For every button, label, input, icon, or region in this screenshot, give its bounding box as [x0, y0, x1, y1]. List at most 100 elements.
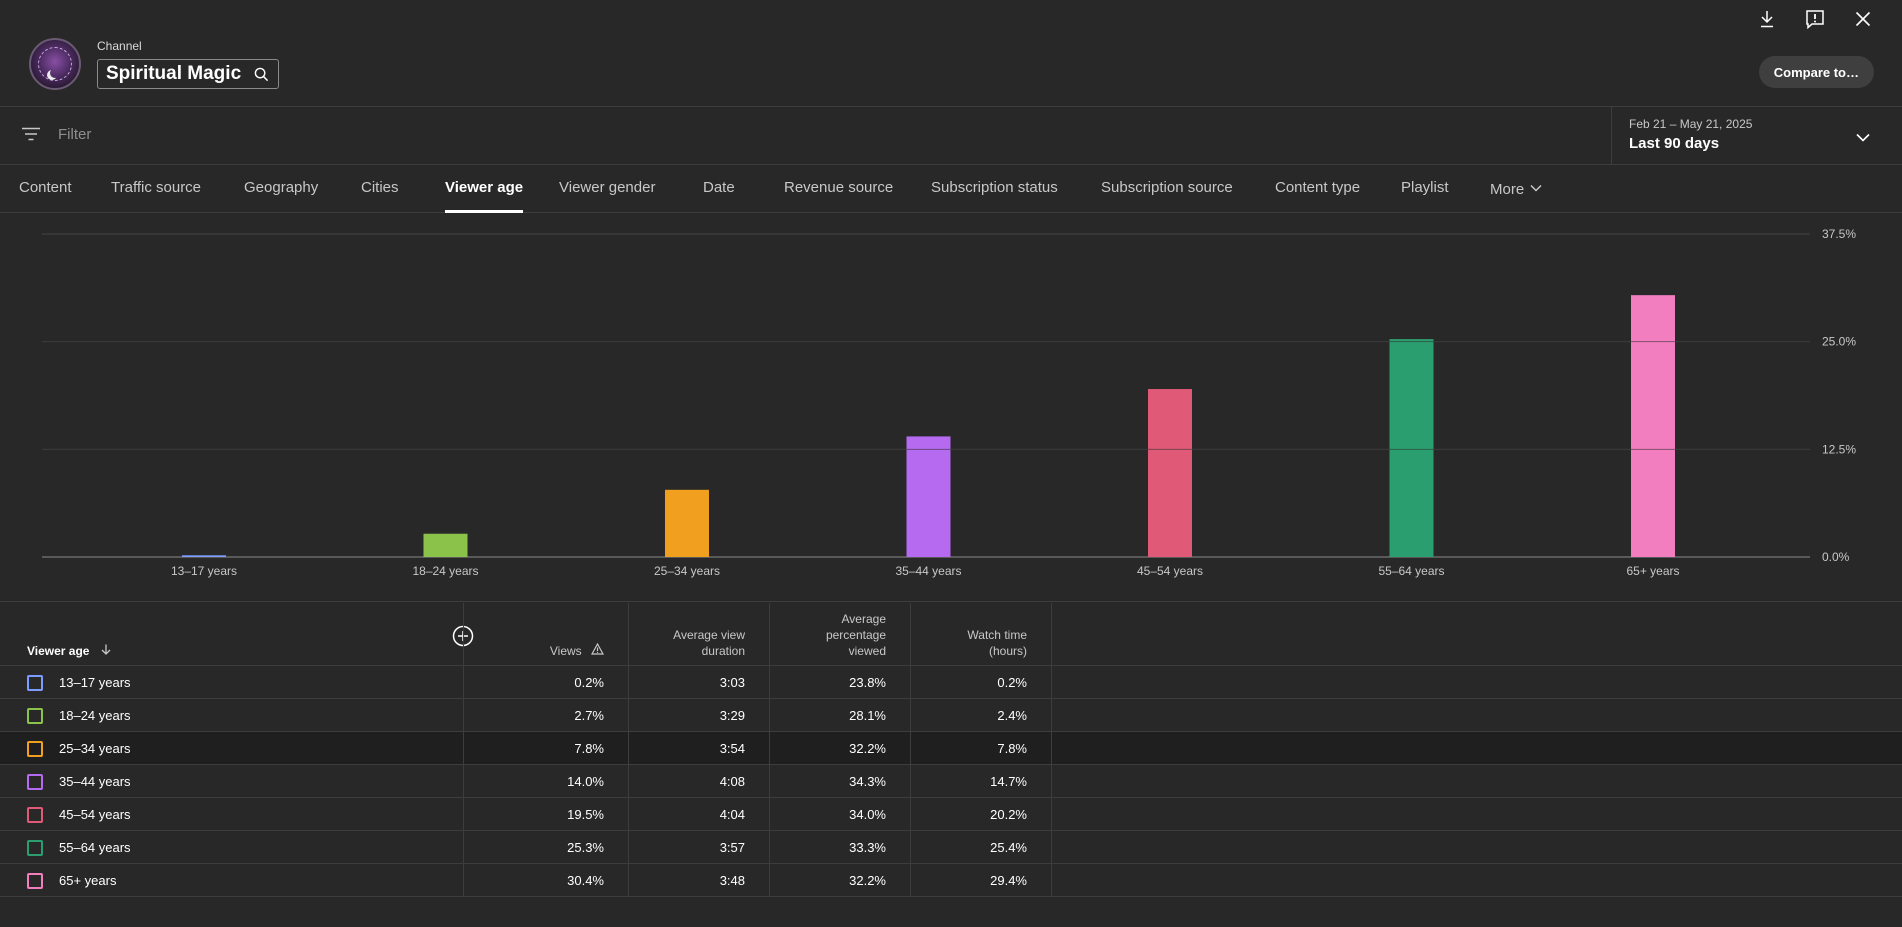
- channel-name: Spiritual Magic: [106, 63, 242, 84]
- channel-label: Channel: [97, 39, 142, 53]
- cell-pct: 33.3%: [849, 840, 886, 855]
- table-row[interactable]: 13–17 years 0.2% 3:03 23.8% 0.2%: [0, 666, 1902, 699]
- cell-pct: 34.0%: [849, 807, 886, 822]
- channel-selector[interactable]: Spiritual Magic: [97, 59, 279, 89]
- cell-views: 30.4%: [567, 873, 604, 888]
- header-average-view-duration[interactable]: Average view duration: [673, 627, 745, 659]
- avatar-moon-decoration: [50, 68, 60, 78]
- row-checkbox[interactable]: [27, 807, 43, 823]
- table-row[interactable]: 18–24 years 2.7% 3:29 28.1% 2.4%: [0, 699, 1902, 732]
- cell-pct: 28.1%: [849, 708, 886, 723]
- row-checkbox[interactable]: [27, 675, 43, 691]
- x-tick-label: 35–44 years: [895, 564, 961, 578]
- cell-pct: 34.3%: [849, 774, 886, 789]
- row-label: 55–64 years: [59, 840, 131, 855]
- table-row[interactable]: 25–34 years 7.8% 3:54 32.2% 7.8%: [0, 732, 1902, 765]
- tab-more[interactable]: More: [1490, 179, 1542, 213]
- bar: [665, 489, 709, 557]
- row-checkbox[interactable]: [27, 741, 43, 757]
- header-viewer-age-label: Viewer age: [27, 644, 90, 658]
- table-row[interactable]: 35–44 years 14.0% 4:08 34.3% 14.7%: [0, 765, 1902, 798]
- tab-content[interactable]: Content: [19, 179, 72, 196]
- tab-playlist[interactable]: Playlist: [1401, 179, 1449, 196]
- avatar-ring-decoration: [38, 47, 72, 81]
- header-viewer-age[interactable]: Viewer age: [27, 643, 111, 659]
- sort-arrow-down-icon: [101, 644, 111, 658]
- cell-duration: 3:57: [719, 840, 745, 855]
- top-actions: [1756, 8, 1874, 30]
- tab-content-type[interactable]: Content type: [1275, 179, 1361, 196]
- table-row[interactable]: 65+ years 30.4% 3:48 32.2% 29.4%: [0, 864, 1902, 897]
- close-icon[interactable]: [1852, 8, 1874, 30]
- download-icon[interactable]: [1756, 8, 1778, 30]
- feedback-icon[interactable]: [1804, 8, 1826, 30]
- row-checkbox[interactable]: [27, 873, 43, 889]
- bar: [1148, 389, 1192, 557]
- compare-button[interactable]: Compare to…: [1758, 56, 1874, 88]
- header-line: duration: [701, 644, 745, 658]
- tab-more-label: More: [1490, 181, 1525, 198]
- tab-subscription-status[interactable]: Subscription status: [931, 179, 1058, 196]
- tab-viewer-age[interactable]: Viewer age: [445, 179, 524, 213]
- row-checkbox[interactable]: [27, 774, 43, 790]
- search-icon[interactable]: [254, 67, 269, 87]
- table-row[interactable]: 55–64 years 25.3% 3:57 33.3% 25.4%: [0, 831, 1902, 864]
- row-label: 45–54 years: [59, 807, 131, 822]
- data-table: Viewer age Views Average view duration A…: [0, 603, 1902, 897]
- cell-duration: 3:03: [719, 675, 745, 690]
- dimension-tabs: Content Traffic source Geography Cities …: [0, 165, 1902, 213]
- header-line: viewed: [848, 644, 886, 658]
- column-divider: [628, 603, 629, 897]
- viewer-age-chart: 0.0% 12.5% 25.0% 37.5% 13–17 years 18–24 year…: [0, 214, 1902, 602]
- cell-duration: 4:04: [719, 807, 745, 822]
- tab-date[interactable]: Date: [703, 179, 735, 196]
- date-range-selector[interactable]: Feb 21 – May 21, 2025 Last 90 days: [1611, 107, 1902, 165]
- row-label: 25–34 years: [59, 741, 131, 756]
- chevron-down-icon: [1856, 129, 1870, 147]
- cell-views: 0.2%: [574, 675, 604, 690]
- x-tick-label: 25–34 years: [654, 564, 720, 578]
- tab-viewer-gender[interactable]: Viewer gender: [559, 179, 656, 196]
- cell-pct: 23.8%: [849, 675, 886, 690]
- chevron-down-icon: [1530, 179, 1542, 196]
- bar: [906, 436, 951, 557]
- row-label: 13–17 years: [59, 675, 131, 690]
- x-tick-label: 18–24 years: [412, 564, 478, 578]
- header-watch-time[interactable]: Watch time (hours): [967, 627, 1027, 659]
- date-range-label: Last 90 days: [1629, 135, 1720, 152]
- cell-duration: 3:29: [719, 708, 745, 723]
- channel-avatar[interactable]: [29, 38, 81, 90]
- column-divider: [1051, 603, 1052, 897]
- table-row[interactable]: 45–54 years 19.5% 4:04 34.0% 20.2%: [0, 798, 1902, 831]
- bar: [1631, 295, 1675, 557]
- y-tick-label: 0.0%: [1822, 550, 1850, 564]
- tab-cities[interactable]: Cities: [361, 179, 399, 196]
- tab-geography[interactable]: Geography: [244, 179, 319, 196]
- row-checkbox[interactable]: [27, 708, 43, 724]
- date-range-text: Feb 21 – May 21, 2025: [1629, 117, 1753, 131]
- row-label: 18–24 years: [59, 708, 131, 723]
- bar: [423, 533, 468, 557]
- cell-watch: 29.4%: [990, 873, 1027, 888]
- filter-input[interactable]: Filter: [58, 126, 92, 143]
- row-checkbox[interactable]: [27, 840, 43, 856]
- tab-subscription-source[interactable]: Subscription source: [1101, 179, 1233, 196]
- row-label: 35–44 years: [59, 774, 131, 789]
- header: Channel Spiritual Magic Compare to…: [0, 0, 1902, 107]
- bar: [1389, 339, 1434, 557]
- column-divider: [910, 603, 911, 897]
- cell-watch: 0.2%: [997, 675, 1027, 690]
- header-line: Watch time: [967, 628, 1027, 642]
- header-average-percentage-viewed[interactable]: Average percentage viewed: [826, 611, 886, 659]
- warning-icon: [590, 642, 605, 658]
- cell-views: 19.5%: [567, 807, 604, 822]
- cell-watch: 2.4%: [997, 708, 1027, 723]
- cell-duration: 3:48: [719, 873, 745, 888]
- cell-views: 25.3%: [567, 840, 604, 855]
- cell-watch: 14.7%: [990, 774, 1027, 789]
- tab-revenue-source[interactable]: Revenue source: [784, 179, 894, 196]
- y-tick-label: 25.0%: [1822, 335, 1856, 349]
- tab-traffic-source[interactable]: Traffic source: [111, 179, 202, 196]
- filter-icon[interactable]: [21, 127, 41, 146]
- header-views[interactable]: Views: [550, 642, 605, 659]
